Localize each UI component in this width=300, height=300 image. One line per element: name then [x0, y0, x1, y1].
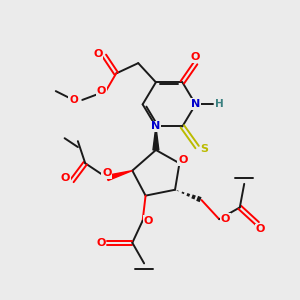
- Text: O: O: [178, 155, 188, 165]
- Text: N: N: [151, 122, 160, 131]
- Text: O: O: [96, 238, 106, 248]
- Text: O: O: [191, 52, 200, 62]
- Text: O: O: [97, 86, 106, 96]
- Text: O: O: [220, 214, 230, 224]
- Text: H: H: [215, 99, 224, 110]
- Text: O: O: [61, 173, 70, 183]
- Text: O: O: [144, 216, 153, 226]
- Polygon shape: [153, 126, 159, 150]
- Text: O: O: [93, 49, 103, 59]
- Text: O: O: [256, 224, 265, 235]
- Text: N: N: [191, 99, 200, 110]
- Text: O: O: [102, 168, 111, 178]
- Polygon shape: [106, 171, 132, 181]
- Text: S: S: [200, 143, 208, 154]
- Text: O: O: [69, 95, 78, 105]
